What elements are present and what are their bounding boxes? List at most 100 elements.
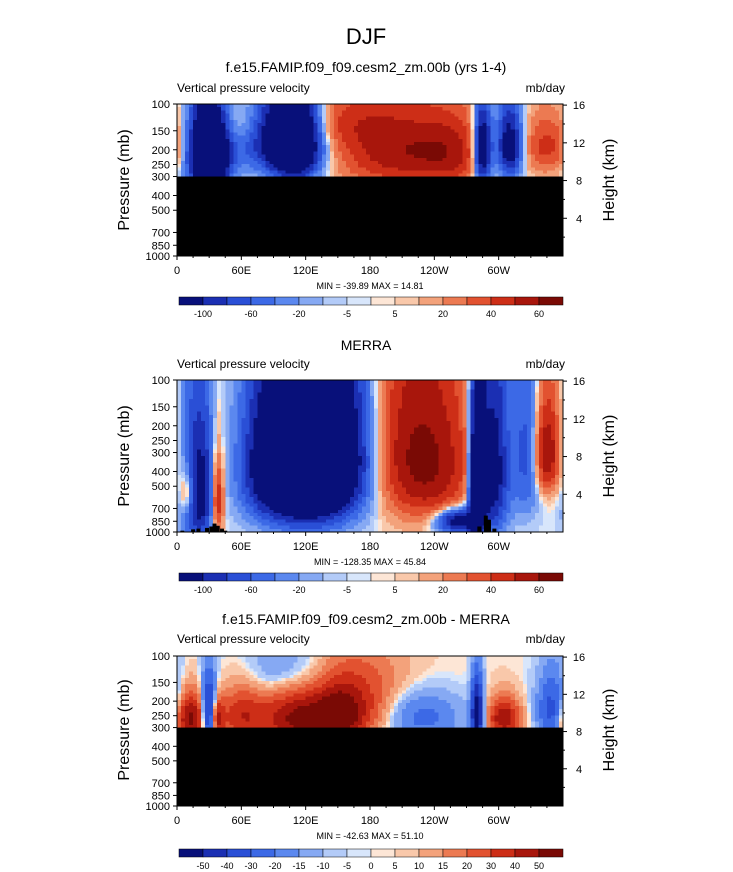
heatmap-cell	[357, 138, 363, 143]
heatmap-cell	[281, 151, 287, 156]
heatmap-cell	[221, 113, 226, 118]
heatmap-cell	[554, 164, 560, 168]
heatmap-cell	[181, 173, 186, 178]
heatmap-cell	[554, 110, 560, 115]
heatmap-cell	[209, 151, 214, 156]
heatmap-cell	[193, 433, 198, 438]
heatmap-cell	[434, 151, 439, 156]
heatmap-cell	[502, 164, 508, 168]
heatmap-cell	[462, 161, 468, 165]
heatmap-cell	[482, 170, 488, 175]
heatmap-cell	[558, 148, 564, 153]
heatmap-cell	[217, 129, 222, 134]
heatmap-cell	[181, 440, 186, 444]
heatmap-cell	[181, 408, 186, 413]
heatmap-cell	[414, 164, 419, 168]
heatmap-cell	[402, 138, 407, 143]
colorbar-label: -100	[194, 309, 212, 319]
heatmap-cell	[201, 110, 206, 115]
heatmap-cell	[209, 123, 214, 127]
heatmap-cell	[398, 132, 403, 137]
heatmap-cell	[237, 107, 242, 111]
heatmap-cell	[197, 443, 202, 448]
heatmap-cell	[329, 161, 335, 165]
heatmap-cell	[522, 161, 528, 165]
heatmap-cell	[325, 161, 331, 165]
heatmap-cell	[225, 170, 230, 175]
heatmap-cell	[221, 164, 226, 168]
heatmap-cell	[534, 119, 540, 124]
heatmap-cell	[193, 528, 198, 533]
heatmap-cell	[177, 164, 182, 168]
heatmap-cell	[293, 173, 299, 178]
heatmap-cell	[229, 132, 234, 137]
heatmap-cell	[197, 452, 202, 457]
heatmap-cell	[374, 161, 379, 165]
heatmap-cell	[542, 161, 548, 165]
heatmap-cell	[301, 173, 307, 178]
heatmap-cell	[349, 119, 355, 124]
heatmap-cell	[189, 380, 194, 384]
heatmap-cell	[430, 126, 435, 130]
heatmap-cell	[193, 151, 198, 156]
heatmap-cell	[357, 132, 363, 137]
heatmap-cell	[185, 113, 190, 118]
heatmap-cell	[177, 383, 182, 387]
y-tick-label: 100	[152, 99, 170, 111]
heatmap-cell	[506, 119, 512, 124]
heatmap-cell	[410, 164, 415, 168]
heatmap-cell	[229, 161, 234, 165]
heatmap-cell	[466, 138, 472, 143]
heatmap-cell	[229, 135, 234, 140]
heatmap-cell	[458, 135, 464, 140]
heatmap-cell	[534, 164, 540, 168]
heatmap-cell	[313, 157, 319, 162]
heatmap-cell	[446, 126, 452, 130]
heatmap-cell	[201, 119, 206, 124]
heatmap-cell	[333, 123, 339, 127]
heatmap-cell	[438, 104, 443, 108]
heatmap-cell	[217, 154, 222, 159]
heatmap-cell	[422, 173, 427, 178]
heatmap-cell	[361, 116, 367, 121]
heatmap-cell	[402, 148, 407, 153]
heatmap-cell	[189, 402, 194, 406]
heatmap-cell	[526, 132, 532, 137]
heatmap-cell	[297, 161, 303, 165]
heatmap-cell	[370, 116, 375, 121]
heatmap-cell	[309, 132, 315, 137]
heatmap-cell	[337, 151, 343, 156]
heatmap-cell	[177, 399, 182, 403]
heatmap-cell	[317, 126, 323, 130]
heatmap-cell	[301, 164, 307, 168]
heatmap-cell	[361, 132, 367, 137]
heatmap-cell	[522, 129, 528, 134]
heatmap-cell	[542, 170, 548, 175]
heatmap-cell	[450, 116, 456, 121]
heatmap-cell	[462, 135, 468, 140]
heatmap-cell	[209, 138, 214, 143]
heatmap-cell	[414, 123, 419, 127]
heatmap-cell	[550, 142, 556, 146]
heatmap-cell	[434, 116, 439, 121]
heatmap-cell	[426, 116, 431, 121]
heatmap-cell	[301, 138, 307, 143]
heatmap-cell	[426, 173, 431, 178]
heatmap-cell	[193, 126, 198, 130]
heatmap-cell	[177, 513, 182, 517]
heatmap-cell	[438, 148, 443, 153]
heatmap-cell	[313, 116, 319, 121]
heatmap-cell	[217, 107, 222, 111]
heatmap-cell	[201, 123, 206, 127]
heatmap-cell	[518, 173, 524, 178]
heatmap-cell	[466, 129, 472, 134]
heatmap-cell	[189, 522, 194, 527]
heatmap-cell	[189, 465, 194, 470]
heatmap-cell	[181, 484, 186, 489]
heatmap-cell	[257, 161, 263, 165]
heatmap-cell	[337, 164, 343, 168]
heatmap-cell	[229, 142, 234, 146]
heatmap-cell	[189, 475, 194, 479]
heatmap-cell	[426, 138, 431, 143]
heatmap-cell	[398, 129, 403, 134]
